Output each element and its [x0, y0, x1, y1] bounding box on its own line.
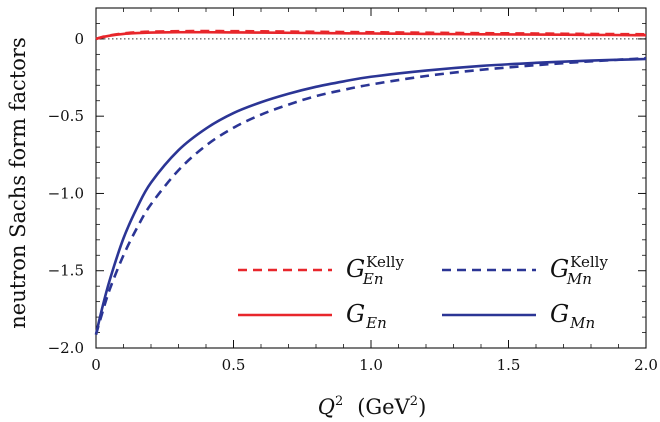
- y-tick-label: −1.0: [48, 184, 84, 202]
- x-tick-label: 0: [91, 356, 101, 374]
- y-tick-label: −0.5: [48, 107, 84, 125]
- series-line-GMn_kelly: [94, 56, 647, 335]
- legend-label-GMn: GMn: [550, 300, 595, 332]
- x-axis-label-units-sup: 2: [410, 394, 418, 409]
- x-tick-label: 1.5: [497, 356, 521, 374]
- x-tick-label: 1.0: [359, 356, 383, 374]
- x-tick-label: 0.5: [222, 356, 246, 374]
- legend-label-GEn_kelly: GKelly En: [346, 253, 404, 288]
- series-line-GMn: [94, 57, 647, 335]
- legend: GKelly En GKelly Mn GEn GMn: [238, 253, 608, 332]
- y-tick-label: −1.5: [48, 262, 84, 280]
- y-tick-label: −2.0: [48, 339, 84, 357]
- x-axis-label-units-close: ): [418, 395, 426, 419]
- x-tick-label: 2.0: [634, 356, 658, 374]
- x-axis-label-units: (GeV: [357, 395, 410, 419]
- axis-ticks: 0 0.5 1.0 1.5 2.0 0 −0.5 −1.0 −1.5 −2.0: [48, 8, 658, 374]
- x-axis-label: Q2 (GeV2): [318, 394, 427, 419]
- legend-label-GMn_kelly: GKelly Mn: [550, 253, 608, 288]
- x-axis-label-variable-sup: 2: [335, 394, 343, 409]
- legend-label-GEn: GEn: [346, 300, 387, 332]
- y-axis-label: neutron Sachs form factors: [6, 37, 30, 328]
- series-group: [94, 29, 647, 335]
- plot-frame: [95, 7, 647, 349]
- x-axis-label-variable: Q: [318, 395, 335, 419]
- series-line-GEn: [95, 30, 647, 41]
- y-tick-label: 0: [74, 30, 84, 48]
